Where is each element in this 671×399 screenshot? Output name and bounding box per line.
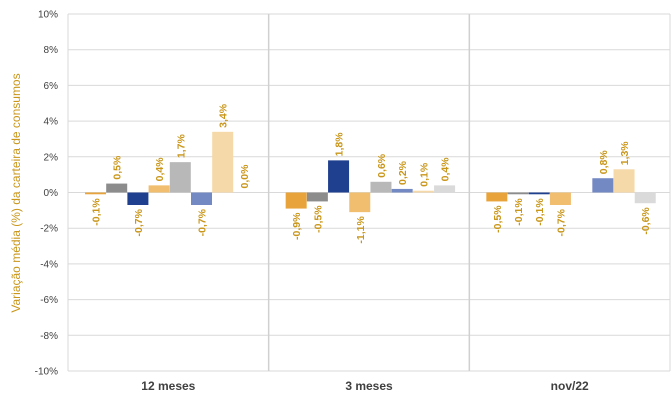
x-category-label: nov/22: [551, 379, 589, 393]
data-label: -0,7%: [133, 208, 145, 236]
data-label: 1,8%: [334, 132, 346, 157]
y-tick-label: 0%: [44, 188, 59, 199]
data-label: 0,0%: [239, 164, 251, 189]
data-label: 0,4%: [154, 157, 166, 182]
data-label: 1,3%: [619, 141, 631, 166]
bar: [370, 181, 392, 193]
data-label: 0,4%: [440, 157, 452, 182]
x-axis-categories: 12 meses 3 meses nov/22: [141, 379, 589, 393]
bar: [391, 188, 413, 193]
data-labels: -0,1% 0,5% -0,7% 0,4% 1,7% -0,7% 3,4% 0,0% -0,9%…: [91, 103, 653, 243]
bar: [106, 183, 128, 193]
y-tick-label: 6%: [44, 81, 59, 92]
data-label: -0,6%: [640, 207, 652, 235]
data-label: 0,1%: [418, 162, 430, 187]
bar: [592, 178, 614, 193]
bar: [412, 190, 434, 193]
y-tick-label: -10%: [35, 367, 58, 378]
data-label: 0,5%: [112, 155, 124, 180]
y-axis-ticks: -10% -8% -6% -4% -2% 0% 2% 4% 6% 8% 10%: [35, 10, 58, 378]
bar: [169, 162, 191, 193]
bar: [634, 192, 656, 204]
bar: [613, 169, 635, 193]
y-tick-label: -6%: [40, 295, 58, 306]
data-label: 0,6%: [376, 153, 388, 178]
y-tick-label: -8%: [40, 331, 58, 342]
data-label: 0,2%: [397, 160, 409, 185]
data-label: -0,5%: [312, 205, 324, 233]
y-tick-label: 10%: [38, 10, 58, 21]
y-tick-label: 2%: [44, 152, 59, 163]
bar: [127, 192, 149, 205]
category-separators: [67, 14, 671, 371]
bar: [148, 185, 170, 193]
data-label: -0,9%: [291, 212, 303, 240]
bar: [85, 192, 106, 195]
data-label: 3,4%: [218, 103, 230, 128]
y-tick-label: 4%: [44, 117, 59, 128]
data-label: -0,5%: [492, 205, 504, 233]
bar: [434, 185, 456, 193]
y-axis-label: Variação média (%) da carteira de consum…: [9, 73, 23, 312]
bar: [549, 192, 571, 205]
bars: [85, 131, 656, 213]
bar: [306, 192, 328, 202]
x-category-label: 12 meses: [141, 379, 195, 393]
data-label: -0,1%: [513, 198, 525, 226]
data-label: -0,7%: [555, 208, 567, 236]
bar: [528, 192, 550, 195]
data-label: -0,1%: [91, 198, 103, 226]
data-label: -0,7%: [197, 208, 209, 236]
bar: [328, 160, 350, 193]
y-tick-label: 8%: [44, 45, 59, 56]
y-tick-label: -2%: [40, 224, 58, 235]
bar: [349, 192, 371, 213]
data-label: -0,1%: [534, 198, 546, 226]
data-label: 0,8%: [598, 150, 610, 175]
bar: [191, 192, 212, 205]
bar: [285, 192, 307, 209]
bar: [507, 192, 529, 195]
bar: [212, 131, 234, 193]
data-label: 1,7%: [175, 134, 187, 159]
gridlines: [68, 13, 670, 372]
bar: [486, 192, 508, 202]
data-label: -1,1%: [355, 215, 367, 243]
y-tick-label: -4%: [40, 259, 58, 270]
x-category-label: 3 meses: [345, 379, 393, 393]
